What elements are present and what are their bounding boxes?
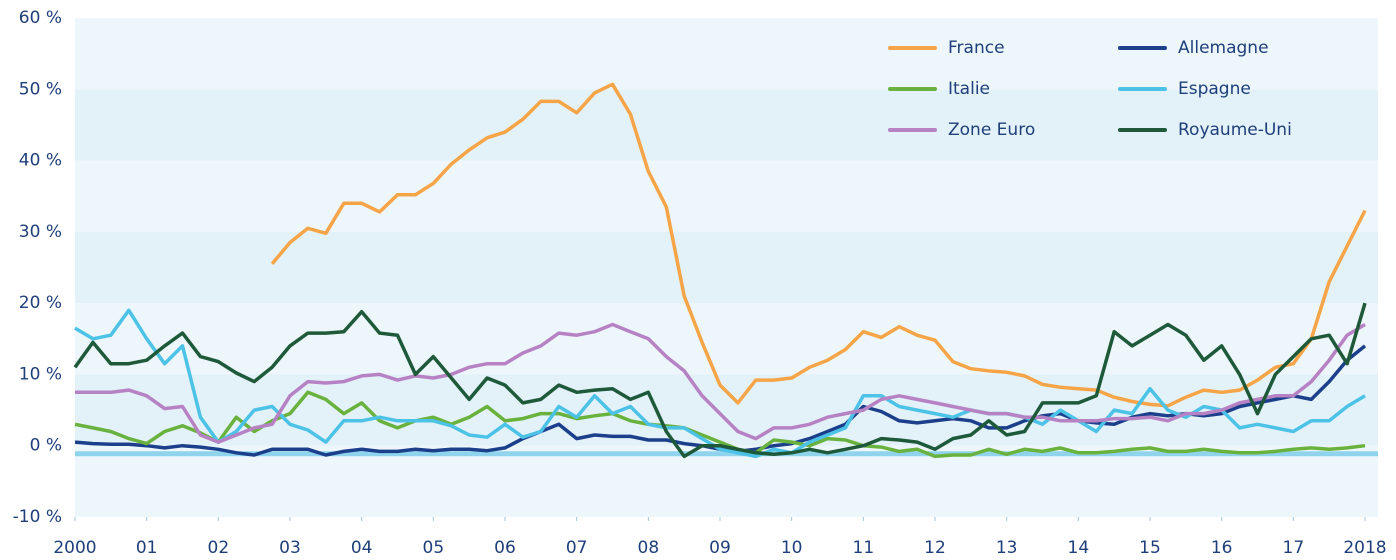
grid-band <box>75 374 1378 446</box>
y-tick-label: 20 % <box>19 293 62 313</box>
y-tick-label: 50 % <box>19 79 62 99</box>
x-tick-label: 12 <box>924 538 946 558</box>
x-tick-label: 02 <box>208 538 230 558</box>
grid-band <box>75 18 1378 90</box>
grid-band <box>75 445 1378 517</box>
grid-band <box>75 231 1378 304</box>
y-tick-label: 60 % <box>19 8 62 28</box>
x-tick-label: 17 <box>1283 538 1305 558</box>
x-tick-label: 05 <box>423 538 445 558</box>
x-tick-label: 07 <box>566 538 588 558</box>
x-tick-label: 03 <box>279 538 301 558</box>
legend-label: Allemagne <box>1178 38 1269 58</box>
legend-label: Italie <box>948 79 990 99</box>
y-tick-label: 30 % <box>19 222 62 242</box>
x-tick-label: 11 <box>853 538 875 558</box>
x-tick-label: 01 <box>136 538 158 558</box>
x-tick-label: 09 <box>709 538 731 558</box>
x-tick-label: 04 <box>351 538 373 558</box>
grid-band <box>75 160 1378 232</box>
y-tick-label: 0 % <box>30 436 62 456</box>
x-tick-label: 08 <box>638 538 660 558</box>
legend-label: Espagne <box>1178 79 1251 99</box>
x-tick-label: 16 <box>1211 538 1233 558</box>
x-tick-label: 15 <box>1139 538 1161 558</box>
x-tick-label: 06 <box>494 538 516 558</box>
x-tick-label: 2018 <box>1343 538 1386 558</box>
series-line <box>73 302 1367 459</box>
legend-label: Zone Euro <box>948 120 1035 140</box>
y-tick-label: -10 % <box>13 507 62 527</box>
legend-label: Royaume-Uni <box>1178 120 1292 140</box>
y-tick-label: 40 % <box>19 151 62 171</box>
legend-label: France <box>948 38 1005 58</box>
x-tick-label: 2000 <box>53 538 96 558</box>
grid-band <box>75 303 1378 375</box>
grid-band <box>75 89 1378 161</box>
x-tick-label: 14 <box>1068 538 1090 558</box>
series-line <box>270 82 1367 408</box>
series-line <box>74 390 1366 459</box>
y-tick-label: 10 % <box>19 364 62 384</box>
series-line <box>75 322 1366 444</box>
x-tick-label: 10 <box>781 538 803 558</box>
series-line <box>74 308 1366 459</box>
x-tick-label: 13 <box>996 538 1018 558</box>
